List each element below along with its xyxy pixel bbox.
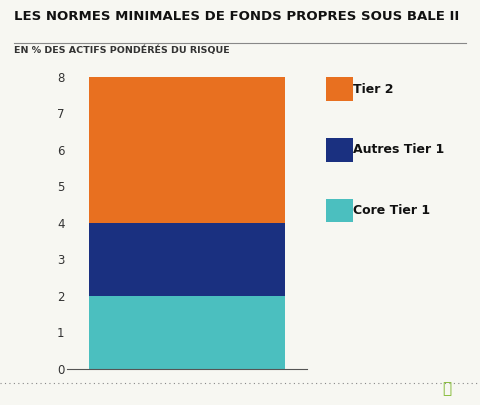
Text: Tier 2: Tier 2: [353, 83, 393, 96]
Text: 🌳: 🌳: [442, 381, 451, 396]
Text: Autres Tier 1: Autres Tier 1: [353, 143, 444, 156]
Text: LES NORMES MINIMALES DE FONDS PROPRES SOUS BALE II: LES NORMES MINIMALES DE FONDS PROPRES SO…: [14, 10, 460, 23]
Bar: [89, 77, 286, 223]
Bar: [89, 296, 286, 369]
Text: EN % DES ACTIFS PONDÉRÉS DU RISQUE: EN % DES ACTIFS PONDÉRÉS DU RISQUE: [14, 45, 230, 55]
Bar: [89, 223, 286, 296]
Text: Core Tier 1: Core Tier 1: [353, 204, 430, 217]
